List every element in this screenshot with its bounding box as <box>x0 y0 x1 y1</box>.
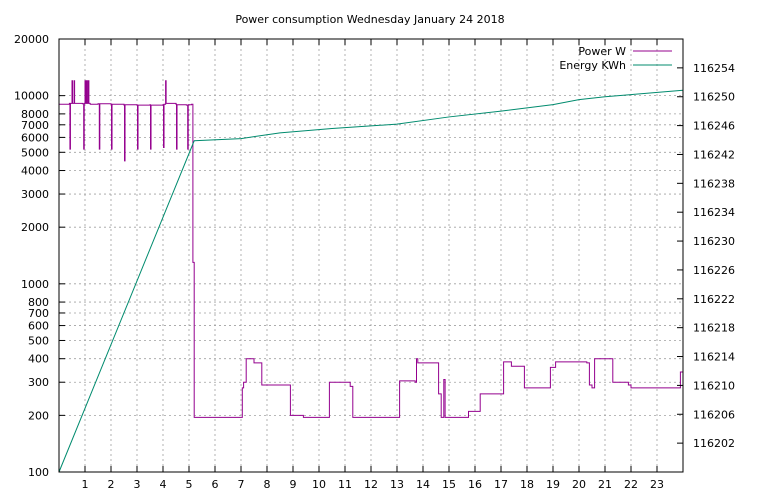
x-tick-label: 5 <box>186 478 193 491</box>
y2-tick-label: 116218 <box>693 322 735 335</box>
y-tick-label: 7000 <box>21 119 49 132</box>
y2-tick-label: 116254 <box>693 62 735 75</box>
y-tick-label: 6000 <box>21 131 49 144</box>
y-tick-label: 2000 <box>21 221 49 234</box>
grid-layer <box>59 39 683 472</box>
y-tick-label: 300 <box>28 376 49 389</box>
y-tick-label: 100 <box>28 466 49 479</box>
y-tick-label: 8000 <box>21 108 49 121</box>
x-tick-label: 8 <box>264 478 271 491</box>
x-tick-label: 6 <box>212 478 219 491</box>
y-tick-label: 800 <box>28 296 49 309</box>
y-tick-label: 200 <box>28 409 49 422</box>
x-tick-label: 4 <box>160 478 167 491</box>
y2-tick-label: 116242 <box>693 148 735 161</box>
y-tick-label: 5000 <box>21 146 49 159</box>
y-tick-label: 10000 <box>14 90 49 103</box>
x-tick-label: 15 <box>442 478 456 491</box>
x-tick-label: 12 <box>364 478 378 491</box>
x-tick-label: 14 <box>416 478 430 491</box>
y2-tick-label: 116222 <box>693 293 735 306</box>
axis-layer: 1 2 3 4 5 6 7 8 9 10 11 12 13 14 15 16 17 18 19 20 21 22 23100… <box>14 33 735 491</box>
x-tick-label: 3 <box>134 478 141 491</box>
x-tick-label: 19 <box>546 478 560 491</box>
y2-tick-label: 116246 <box>693 120 735 133</box>
x-tick-label: 1 <box>82 478 89 491</box>
x-tick-label: 13 <box>390 478 404 491</box>
y2-tick-label: 116234 <box>693 206 735 219</box>
y-tick-label: 600 <box>28 320 49 333</box>
y2-tick-label: 116230 <box>693 235 735 248</box>
y-tick-label: 400 <box>28 353 49 366</box>
y2-tick-label: 116226 <box>693 264 735 277</box>
y2-tick-label: 116238 <box>693 177 735 190</box>
x-tick-label: 20 <box>572 478 586 491</box>
series-line-power-w <box>59 80 683 418</box>
x-tick-label: 7 <box>238 478 245 491</box>
x-tick-label: 21 <box>598 478 612 491</box>
legend: Power W Energy KWh <box>559 45 672 72</box>
x-tick-label: 9 <box>290 478 297 491</box>
y2-tick-label: 116250 <box>693 91 735 104</box>
x-tick-label: 22 <box>624 478 638 491</box>
x-tick-label: 17 <box>494 478 508 491</box>
y-tick-label: 700 <box>28 307 49 320</box>
x-tick-label: 2 <box>108 478 115 491</box>
series-line-energy-kwh <box>58 89 684 473</box>
y-tick-label: 20000 <box>14 33 49 46</box>
x-tick-label: 18 <box>520 478 534 491</box>
y-tick-label: 1000 <box>21 278 49 291</box>
x-tick-label: 11 <box>338 478 352 491</box>
series-layer <box>58 80 684 473</box>
x-tick-label: 10 <box>312 478 326 491</box>
y-tick-label: 4000 <box>21 165 49 178</box>
chart-title: Power consumption Wednesday January 24 2… <box>235 13 504 26</box>
y-tick-label: 500 <box>28 334 49 347</box>
legend-label-power: Power W <box>578 45 626 58</box>
y2-tick-label: 116210 <box>693 379 735 392</box>
x-tick-label: 23 <box>650 478 664 491</box>
x-tick-label: 16 <box>468 478 482 491</box>
y2-tick-label: 116206 <box>693 408 735 421</box>
y2-tick-label: 116202 <box>693 437 735 450</box>
y-tick-label: 3000 <box>21 188 49 201</box>
y2-tick-label: 116214 <box>693 351 735 364</box>
legend-label-energy: Energy KWh <box>559 59 626 72</box>
